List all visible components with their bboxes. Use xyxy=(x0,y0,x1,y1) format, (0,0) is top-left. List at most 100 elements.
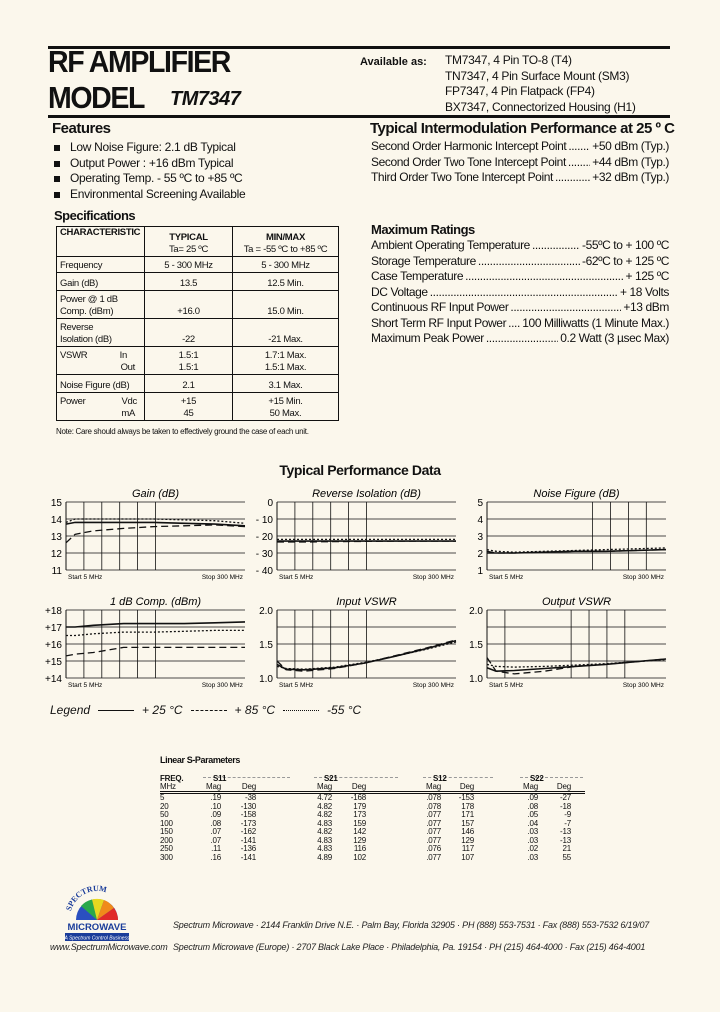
specs-title: Specifications xyxy=(54,208,136,223)
intermod-value: +32 dBm (Typ.) xyxy=(592,170,669,184)
sparam-group-s12: S12 xyxy=(433,774,447,783)
header-rule xyxy=(160,791,585,794)
intermod-row: Third Order Two Tone Intercept Point +32 … xyxy=(371,170,669,186)
chart-4: Input VSWR 2.0 1.5 1.0 Start 5 MHz Stop 300 M… xyxy=(259,596,457,689)
sparam-deg: -27 xyxy=(560,793,571,802)
y-tick-label: 1.0 xyxy=(469,674,483,685)
sparam-deg: -38 xyxy=(245,793,256,802)
rating-value: +13 dBm xyxy=(623,300,669,314)
y-tick-label: +14 xyxy=(45,674,62,685)
freq-value: 150 xyxy=(160,827,173,836)
feature-item: Operating Temp. - 55 ºC to +85 ºC xyxy=(50,171,245,187)
table-row: Noise Figure (dB) 2.1 3.1 Max. xyxy=(56,374,339,393)
y-tick-label: 2.0 xyxy=(469,606,483,617)
footer-website[interactable]: www.SpectrumMicrowave.com xyxy=(50,942,168,952)
chart-title: 1 dB Comp. (dBm) xyxy=(110,596,201,608)
intermod-title: Typical Intermodulation Performance at 2… xyxy=(370,120,675,137)
y-tick-label: - 40 xyxy=(256,566,274,577)
sparam-mag: 4.82 xyxy=(317,827,332,836)
sparam-deg: 159 xyxy=(353,818,366,828)
svg-text:A Spectrum Control Business: A Spectrum Control Business xyxy=(63,936,130,942)
rating-label: DC Voltage xyxy=(371,284,428,299)
sparam-mag: .076 xyxy=(426,844,441,853)
cell: Gain (dB) xyxy=(56,272,145,291)
cell: -22 xyxy=(144,318,233,347)
sparam-mag: .077 xyxy=(426,835,441,845)
legend-dashed-line xyxy=(190,709,227,711)
sparam-deg: 55 xyxy=(562,852,572,862)
cell: 3.1 Max. xyxy=(232,374,339,393)
cell-line: Out xyxy=(120,362,136,373)
sparam-mag: .05 xyxy=(527,810,538,819)
sparam-deg: 171 xyxy=(461,810,474,819)
col-header-characteristic: CHARACTERISTIC xyxy=(56,226,145,257)
sparam-mag: .09 xyxy=(210,810,221,819)
header-rule xyxy=(48,115,670,118)
cell: 1.5:1 1.5:1 xyxy=(144,346,233,375)
cell: +15 Min. 50 Max. xyxy=(232,392,339,421)
cell: 2.1 xyxy=(144,374,233,393)
rating-label: Case Temperature xyxy=(371,269,464,283)
freq-value: 250 xyxy=(160,844,173,853)
cell: +15 45 xyxy=(144,392,233,421)
model-number: TM7347 xyxy=(170,88,241,110)
cell: Frequency xyxy=(56,256,145,273)
stop-label: Stop 300 MHz xyxy=(202,574,243,581)
sparam-deg: -168 xyxy=(350,793,366,802)
col-header-minmax: MIN/MAX Ta = -55 ºC to +85 ºC xyxy=(232,226,339,257)
series-line-dotted xyxy=(486,658,667,668)
cell: Power @ 1 dB Comp. (dBm) xyxy=(56,290,145,319)
sparam-deg: 179 xyxy=(353,801,366,811)
y-tick-label: - 10 xyxy=(256,515,274,526)
sparam-deg: -13 xyxy=(560,827,571,836)
sparam-mag: 4.82 xyxy=(317,801,332,811)
cell-line: In xyxy=(119,350,128,361)
cell-line: 50 Max. xyxy=(269,408,302,419)
sparam-group-s11: S11 xyxy=(213,774,227,783)
sparam-mag: 4.82 xyxy=(317,810,332,819)
stop-label: Stop 300 MHz xyxy=(413,574,454,581)
group-dash xyxy=(423,777,493,778)
sparam-deg: -18 xyxy=(560,801,571,811)
chart-3: 1 dB Comp. (dBm) +18 +17 +16 +15 +14 Start 5 M… xyxy=(45,596,246,689)
sparam-deg: -173 xyxy=(240,818,256,828)
series-line-solid xyxy=(66,621,246,628)
intermod-value: +44 dBm (Typ.) xyxy=(592,154,669,169)
series-line-dotted xyxy=(276,641,457,670)
sparam-deg: -136 xyxy=(240,844,256,853)
cell-line: Vdc xyxy=(121,396,138,407)
rating-value: + 18 Volts xyxy=(619,284,669,299)
table-row: Gain (dB) 13.5 12.5 Min. xyxy=(56,272,339,291)
sparam-group-s22: S22 xyxy=(530,774,544,783)
chart-title: Input VSWR xyxy=(336,596,397,608)
freq-value: 200 xyxy=(160,835,173,845)
rating-value: 100 Milliwatts (1 Minute Max.) xyxy=(522,315,669,330)
available-label: Available as: xyxy=(360,56,427,68)
series-line-solid xyxy=(486,658,667,673)
deg-header: Deg xyxy=(556,782,571,791)
series-line-solid xyxy=(65,521,246,527)
y-tick-label: 1.0 xyxy=(259,674,273,685)
sparam-mag: .19 xyxy=(210,793,221,802)
chart-title: Gain (dB) xyxy=(132,488,179,500)
sparam-mag: .077 xyxy=(426,852,441,862)
y-tick-label: 15 xyxy=(51,498,63,509)
cell: 5 - 300 MHz xyxy=(144,256,233,273)
ratings-title: Maximum Ratings xyxy=(371,222,475,237)
cell-line: +15 xyxy=(180,396,197,407)
cell: 13.5 xyxy=(144,272,233,291)
y-tick-label: 0 xyxy=(267,498,273,509)
cell-line: 45 xyxy=(183,408,194,419)
sparam-deg: -7 xyxy=(564,818,571,828)
chart-0: Gain (dB) 15 14 13 12 11 Start 5 MHz Stop 300 M… xyxy=(51,488,246,581)
rating-value: -62ºC to + 125 ºC xyxy=(581,253,669,268)
deg-header: Deg xyxy=(459,782,474,791)
sparam-deg: 107 xyxy=(461,852,474,862)
y-tick-label: 1.5 xyxy=(469,640,483,651)
series-line-dashed xyxy=(65,524,246,544)
sparam-deg: 146 xyxy=(461,827,474,836)
cell: 5 - 300 MHz xyxy=(232,256,339,273)
sparam-mag: .03 xyxy=(527,827,538,836)
specs-note: Note: Care should always be taken to eff… xyxy=(56,427,309,436)
sparam-deg: 142 xyxy=(353,827,366,836)
